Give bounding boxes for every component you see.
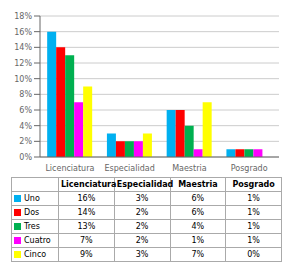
html-text:2%: 2%: [135, 236, 149, 245]
html-text:0%: 0%: [247, 250, 260, 259]
html-text:1%: 1%: [191, 236, 205, 245]
svg-text:Posgrado: Posgrado: [231, 164, 268, 173]
html-text:7%: 7%: [80, 236, 93, 245]
svg-text:0%: 0%: [19, 153, 32, 162]
svg-text:16%: 16%: [14, 28, 32, 37]
html-text:Posgrado: Posgrado: [232, 180, 275, 189]
svg-text:4%: 4%: [19, 122, 32, 131]
svg-text:10%: 10%: [14, 75, 32, 84]
html-text:2%: 2%: [135, 208, 149, 217]
html-text:Dos: Dos: [24, 208, 40, 217]
svg-text:Especialidad: Especialidad: [105, 164, 155, 173]
html-text:Licenciatura Especialidad: Licenciatura Especialidad: [61, 180, 174, 189]
html-text:1%: 1%: [247, 236, 260, 245]
html-text:4%: 4%: [191, 222, 205, 231]
html-text:Maestria: Maestria: [178, 180, 218, 189]
svg-text:18%: 18%: [14, 12, 32, 21]
html-text:13%: 13%: [77, 222, 96, 231]
html-text:6%: 6%: [191, 194, 205, 203]
html-text:14%: 14%: [77, 208, 96, 217]
html-text:Cuatro: Cuatro: [24, 236, 51, 245]
html-text:16%: 16%: [77, 194, 96, 203]
svg-text:Licenciatura: Licenciatura: [45, 164, 94, 173]
svg-text:14%: 14%: [14, 43, 32, 52]
svg-text:Maestria: Maestria: [172, 164, 207, 173]
html-text:3%: 3%: [135, 250, 149, 259]
html-text:6%: 6%: [191, 208, 205, 217]
svg-text:6%: 6%: [19, 106, 32, 115]
html-text:1%: 1%: [247, 194, 260, 203]
html-text:Uno: Uno: [24, 194, 40, 203]
html-text:7%: 7%: [191, 250, 205, 259]
html-text:Cinco: Cinco: [24, 250, 47, 259]
svg-text:2%: 2%: [19, 137, 32, 146]
html-text:3%: 3%: [135, 194, 149, 203]
html-text:9%: 9%: [80, 250, 93, 259]
svg-text:12%: 12%: [14, 59, 32, 68]
html-text:1%: 1%: [247, 222, 260, 231]
svg-text:8%: 8%: [19, 90, 32, 99]
html-text:2%: 2%: [135, 222, 149, 231]
html-text:Tres: Tres: [24, 222, 40, 231]
html-text:1%: 1%: [247, 208, 260, 217]
